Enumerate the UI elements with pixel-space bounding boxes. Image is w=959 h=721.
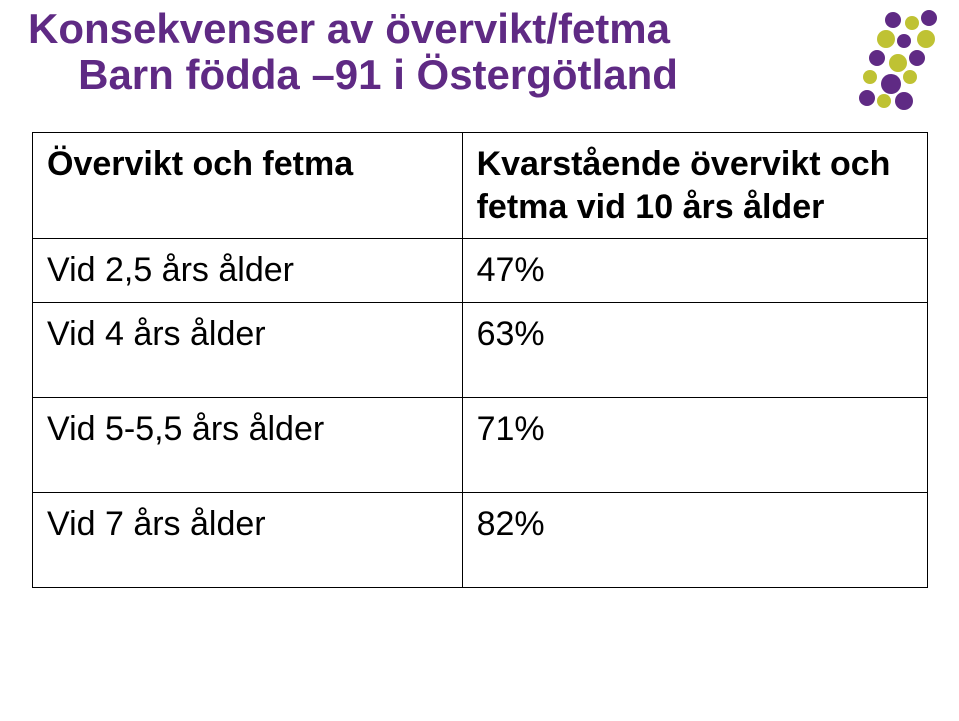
data-table: Övervikt och fetma Kvarstående övervikt … [32,132,928,588]
row-value-1: 63% [462,302,927,397]
deco-dot [885,12,901,28]
deco-dot [863,70,877,84]
deco-dot [877,30,895,48]
row-value-0: 47% [462,239,927,303]
deco-dot [869,50,885,66]
deco-dot [895,92,913,110]
decorative-dots [849,8,939,128]
slide-title: Konsekvenser av övervikt/fetma Barn född… [28,6,788,98]
table-header-right: Kvarstående övervikt och fetma vid 10 år… [462,133,927,239]
row-value-3: 82% [462,492,927,587]
row-value-2: 71% [462,397,927,492]
deco-dot [881,74,901,94]
title-line-1: Konsekvenser av övervikt/fetma [28,6,788,52]
deco-dot [889,54,907,72]
row-label-0: Vid 2,5 års ålder [33,239,463,303]
deco-dot [877,94,891,108]
deco-dot [859,90,875,106]
deco-dot [897,34,911,48]
table-header-left: Övervikt och fetma [33,133,463,239]
row-label-1: Vid 4 års ålder [33,302,463,397]
title-line-2: Barn födda –91 i Östergötland [28,52,788,98]
row-label-3: Vid 7 års ålder [33,492,463,587]
row-label-2: Vid 5-5,5 års ålder [33,397,463,492]
deco-dot [921,10,937,26]
deco-dot [905,16,919,30]
deco-dot [903,70,917,84]
deco-dot [917,30,935,48]
deco-dot [909,50,925,66]
